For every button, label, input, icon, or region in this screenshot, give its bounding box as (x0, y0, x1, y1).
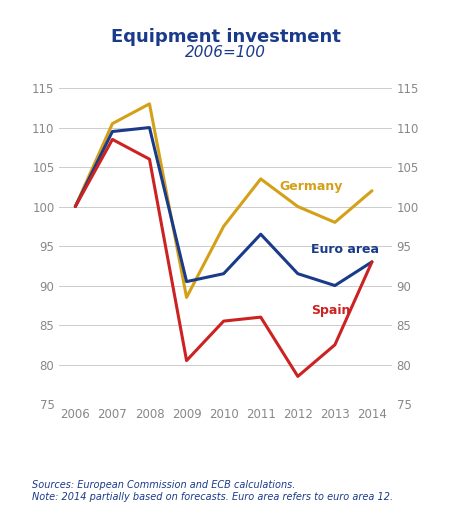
Text: Equipment investment: Equipment investment (110, 28, 341, 47)
Text: Note: 2014 partially based on forecasts. Euro area refers to euro area 12.: Note: 2014 partially based on forecasts.… (32, 493, 393, 502)
Text: Spain: Spain (311, 305, 350, 318)
Text: Germany: Germany (279, 180, 343, 193)
Text: Sources: European Commission and ECB calculations.: Sources: European Commission and ECB cal… (32, 480, 295, 490)
Text: Euro area: Euro area (311, 243, 379, 256)
Text: 2006=100: 2006=100 (185, 45, 266, 60)
